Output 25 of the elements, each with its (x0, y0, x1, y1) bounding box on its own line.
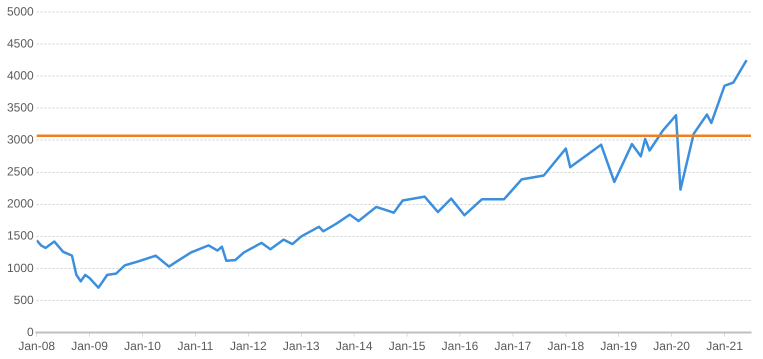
x-tick-label: Jan-19 (600, 339, 638, 354)
y-tick-label: 1500 (6, 228, 34, 243)
x-tick-label: Jan-14 (336, 339, 373, 354)
x-tick-label: Jan-08 (18, 339, 56, 354)
y-tick-label: 3500 (6, 100, 34, 114)
x-tick-label: Jan-18 (547, 339, 584, 354)
y-tick-label: 2500 (6, 164, 34, 179)
y-tick-label: 4000 (6, 68, 34, 82)
x-tick-label: Jan-09 (71, 339, 108, 354)
y-tick-label: 0 (27, 324, 34, 339)
y-tick-label: 500 (14, 292, 34, 307)
y-tick-label: 5000 (6, 4, 34, 18)
y-tick-label: 3000 (6, 132, 34, 147)
x-tick-label: Jan-21 (706, 339, 744, 354)
x-tick-label: Jan-17 (494, 339, 532, 354)
y-tick-label: 4500 (6, 36, 34, 50)
x-tick-label: Jan-11 (178, 339, 214, 354)
x-tick-label: Jan-20 (653, 339, 690, 354)
y-tick-label: 1000 (6, 260, 34, 275)
x-tick-label: Jan-15 (388, 339, 426, 354)
x-tick-label: Jan-13 (282, 339, 320, 354)
x-tick-label: Jan-10 (124, 339, 162, 354)
y-tick-label: 2000 (6, 196, 34, 211)
x-tick-label: Jan-12 (230, 339, 268, 354)
x-tick-label: Jan-16 (442, 339, 479, 354)
